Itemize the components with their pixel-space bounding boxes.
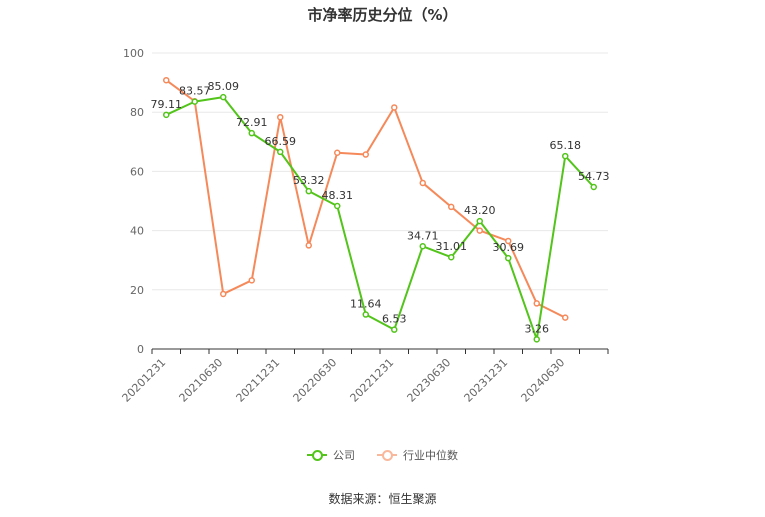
series-1-point[interactable] bbox=[305, 242, 312, 249]
series-line-1 bbox=[165, 79, 566, 319]
series-0-point[interactable] bbox=[163, 111, 170, 119]
y-tick-label: 100 bbox=[123, 47, 144, 60]
data-label: 54.73 bbox=[578, 170, 610, 183]
series-0-point[interactable] bbox=[248, 129, 255, 137]
series-0-point[interactable] bbox=[277, 148, 284, 156]
data-label: 11.64 bbox=[350, 298, 382, 311]
data-label: 30.69 bbox=[493, 241, 525, 254]
series-0-point[interactable] bbox=[533, 336, 540, 343]
data-label: 53.32 bbox=[293, 174, 325, 187]
series-0-point[interactable] bbox=[220, 93, 227, 101]
x-tick-label: 20201231 bbox=[120, 356, 169, 405]
x-tick-label: 20240630 bbox=[519, 356, 568, 405]
series-1-point[interactable] bbox=[362, 151, 369, 158]
series-1-point[interactable] bbox=[248, 277, 255, 284]
y-tick-label: 40 bbox=[130, 225, 144, 238]
series-0-point[interactable] bbox=[505, 254, 512, 262]
y-tick-label: 20 bbox=[130, 284, 144, 297]
data-label: 83.57 bbox=[179, 85, 211, 98]
x-tick-label: 20231231 bbox=[462, 356, 511, 405]
series-0-point[interactable] bbox=[562, 152, 569, 160]
data-label: 34.71 bbox=[407, 229, 439, 242]
data-label: 72.91 bbox=[236, 116, 268, 129]
data-label: 3.26 bbox=[525, 322, 550, 335]
series-1-point[interactable] bbox=[533, 300, 540, 307]
data-label: 79.11 bbox=[151, 98, 183, 111]
legend: 公司 行业中位数 bbox=[0, 447, 765, 463]
x-tick-label: 20230630 bbox=[405, 356, 454, 405]
data-source: 数据来源：恒生聚源 bbox=[328, 492, 437, 506]
series-1-point[interactable] bbox=[419, 179, 426, 187]
y-tick-label: 80 bbox=[130, 106, 144, 119]
x-tick-label: 20210630 bbox=[177, 356, 226, 405]
legend-item-industry-median[interactable]: 行业中位数 bbox=[377, 447, 458, 463]
legend-item-company[interactable]: 公司 bbox=[307, 447, 355, 463]
data-label: 85.09 bbox=[208, 80, 240, 93]
legend-label-company: 公司 bbox=[333, 449, 355, 462]
series-0-point[interactable] bbox=[305, 187, 312, 195]
series-1-point[interactable] bbox=[448, 203, 455, 211]
x-tick-label: 20211231 bbox=[234, 356, 283, 405]
series-0-point[interactable] bbox=[191, 98, 198, 105]
series-1-point[interactable] bbox=[334, 149, 341, 157]
data-label: 6.53 bbox=[382, 313, 407, 326]
data-label: 66.59 bbox=[265, 135, 297, 148]
data-label: 43.20 bbox=[464, 204, 496, 217]
legend-swatch-industry-median bbox=[377, 450, 397, 461]
data-label: 31.01 bbox=[436, 240, 468, 253]
series-0-point[interactable] bbox=[448, 253, 455, 261]
series-1-point[interactable] bbox=[391, 104, 398, 111]
series-0-point[interactable] bbox=[334, 202, 341, 210]
series-0-point[interactable] bbox=[362, 311, 369, 318]
data-label: 48.31 bbox=[322, 189, 354, 202]
series-1-point[interactable] bbox=[476, 227, 483, 234]
series-line-0 bbox=[165, 96, 595, 341]
series-1-point[interactable] bbox=[220, 290, 227, 298]
series-1-point[interactable] bbox=[505, 237, 512, 245]
chart-title: 市净率历史分位（%） bbox=[307, 6, 458, 24]
series-0-point[interactable] bbox=[391, 326, 398, 333]
series-0-point[interactable] bbox=[476, 217, 483, 225]
x-tick-label: 20220630 bbox=[291, 356, 340, 405]
series-0-point[interactable] bbox=[419, 243, 426, 250]
series-1-point[interactable] bbox=[163, 76, 170, 84]
data-label: 65.18 bbox=[550, 139, 582, 152]
series-1-point[interactable] bbox=[277, 113, 284, 121]
y-tick-label: 0 bbox=[137, 343, 144, 356]
legend-swatch-company bbox=[307, 450, 327, 461]
series-0-point[interactable] bbox=[590, 183, 597, 191]
series-1-point[interactable] bbox=[562, 314, 569, 321]
x-tick-label: 20221231 bbox=[348, 356, 397, 405]
y-tick-label: 60 bbox=[130, 165, 144, 178]
legend-label-industry-median: 行业中位数 bbox=[403, 449, 458, 462]
